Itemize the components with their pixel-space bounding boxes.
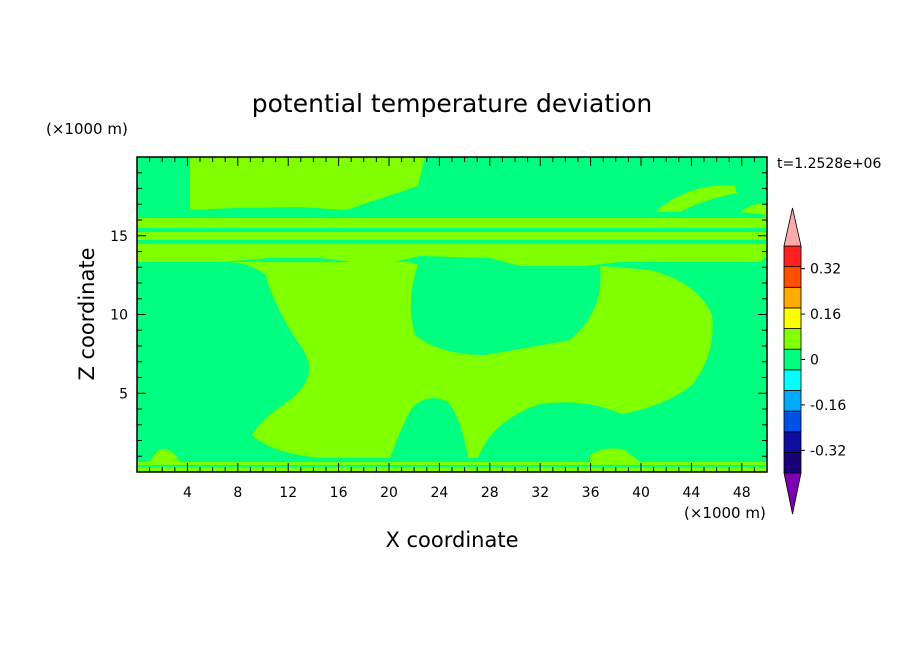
time-label: t=1.2528e+06 (777, 156, 881, 172)
colorbar-tick-label: -0.32 (810, 443, 846, 459)
colorbar-box (783, 369, 802, 391)
x-tick-label: 40 (632, 485, 650, 501)
x-tick-label: 48 (733, 485, 751, 501)
upper-positive-patch-far-right (740, 203, 767, 215)
y-axis: 5 10 15 (110, 172, 767, 457)
band-stripe (137, 232, 767, 240)
surface-band-stripe (137, 465, 767, 467)
y-tick-label: 10 (110, 308, 128, 324)
chart-title: potential temperature deviation (252, 89, 652, 118)
x-tick-label: 4 (183, 485, 192, 501)
x-tick-label: 36 (582, 485, 600, 501)
colorbar-box (783, 307, 802, 329)
x-tick-label: 8 (233, 485, 242, 501)
colorbar-box (783, 451, 802, 474)
y-tick-label: 15 (110, 229, 128, 245)
band-lower-edge (137, 244, 767, 266)
colorbar-tick-label: 0.32 (810, 262, 841, 278)
upper-positive-patch (190, 157, 425, 210)
colorbar-tick-label: 0.16 (810, 307, 841, 323)
x-tick-label: 20 (380, 485, 398, 501)
colorbar-under-triangle (783, 472, 802, 515)
x-tick-label: 28 (481, 485, 499, 501)
colorbar-tick-label: -0.16 (810, 398, 846, 414)
x-axis: 4 8 12 16 20 24 28 32 36 40 44 48 (149, 157, 755, 501)
colorbar-over-triangle (783, 207, 802, 247)
band-stripe (137, 218, 767, 228)
central-positive-plume (137, 261, 713, 458)
x-tick-label: 16 (330, 485, 348, 501)
y-axis-label: Z coordinate (75, 247, 99, 380)
y-tick-label: 5 (119, 386, 128, 402)
surface-positive-patch (590, 448, 640, 462)
colorbar-box (783, 328, 802, 350)
x-tick-label: 32 (531, 485, 549, 501)
colorbar-box (783, 431, 802, 453)
plot-field (137, 157, 767, 472)
x-axis-label: X coordinate (385, 528, 518, 552)
x-tick-label: 44 (682, 485, 700, 501)
colorbar-box (783, 245, 802, 268)
upper-positive-patch-right (655, 185, 737, 212)
colorbar-tick-label: 0 (810, 353, 819, 369)
colorbar-box (783, 390, 802, 412)
x-unit-label: (×1000 m) (684, 504, 766, 522)
surface-positive-patch (150, 448, 180, 462)
left-negative-lobe (137, 271, 213, 299)
colorbar-box (783, 286, 802, 309)
x-tick-label: 24 (430, 485, 448, 501)
y-unit-label: (×1000 m) (46, 120, 128, 138)
colorbar-box (783, 348, 802, 371)
colorbar: 0.32 0.16 0 -0.16 -0.32 (783, 207, 846, 515)
x-tick-label: 12 (279, 485, 297, 501)
band-stripe (137, 228, 767, 232)
colorbar-box (783, 266, 802, 288)
band-stripe (137, 240, 767, 244)
colorbar-box (783, 410, 802, 433)
